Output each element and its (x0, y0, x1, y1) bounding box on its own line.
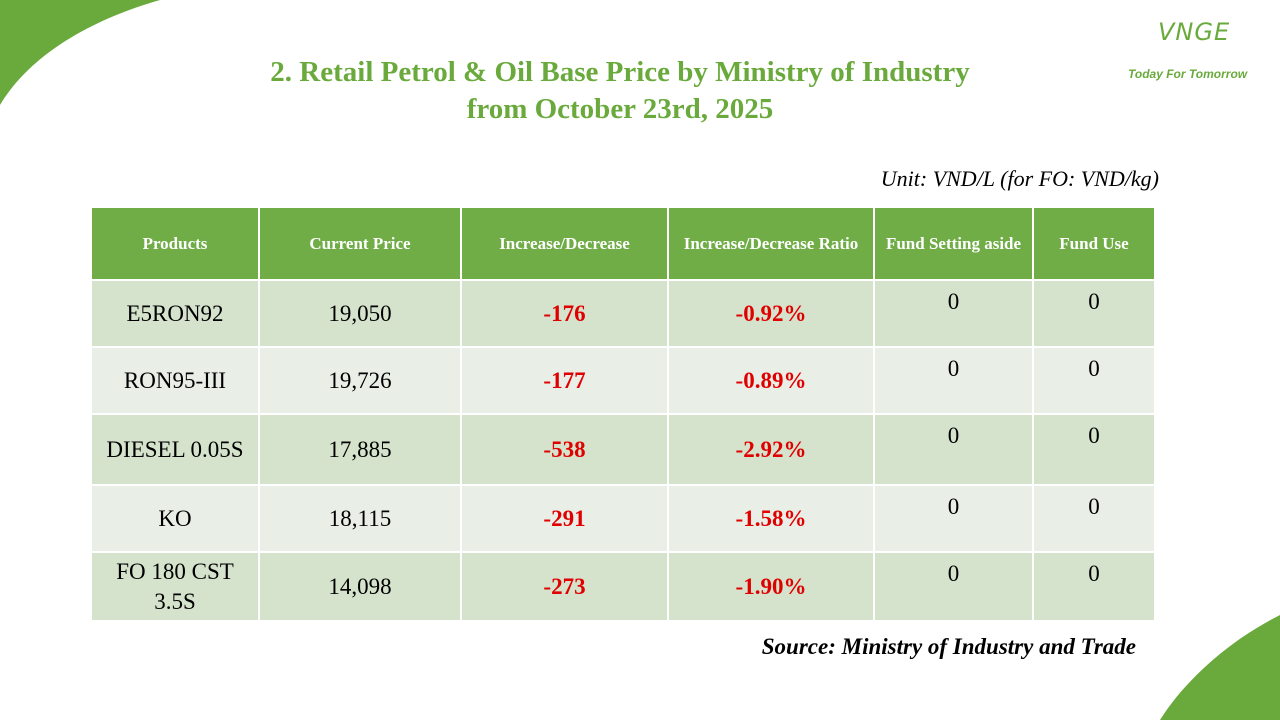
table-cell: 0 (1032, 346, 1156, 415)
table-cell: -2.92% (667, 413, 875, 486)
table-cell: 17,885 (258, 413, 462, 486)
table-cell: -291 (460, 484, 669, 553)
logo-tagline: Today For Tomorrow (1128, 67, 1248, 81)
table-cell: -177 (460, 346, 669, 415)
table-cell: E5RON92 (90, 279, 260, 348)
table-cell: 18,115 (258, 484, 462, 553)
table-cell: -0.92% (667, 279, 875, 348)
column-header: Products (90, 206, 260, 281)
title: from October 23rd, 2025 (466, 93, 774, 125)
table-row: KO 18,115 -291 -1.58% 0 0 (90, 484, 1156, 553)
table-cell: -538 (460, 413, 669, 486)
unit-note: Unit: VND/L (for FO: VND/kg) (880, 166, 1159, 191)
table-cell: FO 180 CST 3.5S (90, 551, 260, 622)
table-cell: 19,050 (258, 279, 462, 348)
logo-brand: VNGE (1158, 18, 1231, 46)
table-cell: 0 (1032, 279, 1156, 348)
header-row: Products Current Price Increase/Decrease In… (90, 206, 1156, 281)
column-header: Fund Setting aside (873, 206, 1034, 281)
column-header: Fund Use (1032, 206, 1156, 281)
table-cell: -273 (460, 551, 669, 622)
table-row: DIESEL 0.05S 17,885 -538 -2.92% 0 0 (90, 413, 1156, 486)
table-cell: -176 (460, 279, 669, 348)
table-row: RON95-III 19,726 -177 -0.89% 0 0 (90, 346, 1156, 415)
table-cell: KO (90, 484, 260, 553)
table-row: E5RON92 19,050 -176 -0.92% 0 0 (90, 279, 1156, 348)
table-cell: 14,098 (258, 551, 462, 622)
table-cell: RON95-III (90, 346, 260, 415)
table-cell: 0 (873, 484, 1034, 553)
table-cell: 0 (873, 346, 1034, 415)
table-cell: -1.58% (667, 484, 875, 553)
table-cell: 0 (873, 551, 1034, 622)
table-cell: 0 (873, 279, 1034, 348)
title: 2. Retail Petrol & Oil Base Price by Min… (270, 56, 970, 88)
source: Source: Ministry of Industry and Trade (761, 634, 1136, 659)
table-row: FO 180 CST 3.5S 14,098 -273 -1.90% 0 0 (90, 551, 1156, 622)
table-cell: 19,726 (258, 346, 462, 415)
table-cell: -0.89% (667, 346, 875, 415)
table-cell: 0 (1032, 413, 1156, 486)
table-cell: 0 (873, 413, 1034, 486)
column-header: Increase/Decrease Ratio (667, 206, 875, 281)
table-cell: 0 (1032, 551, 1156, 622)
table-cell: 0 (1032, 484, 1156, 553)
column-header: Increase/Decrease (460, 206, 669, 281)
price-table: Products Current Price Increase/Decrease In… (90, 206, 1156, 622)
column-header: Current Price (258, 206, 462, 281)
table-cell: -1.90% (667, 551, 875, 622)
table-cell: DIESEL 0.05S (90, 413, 260, 486)
